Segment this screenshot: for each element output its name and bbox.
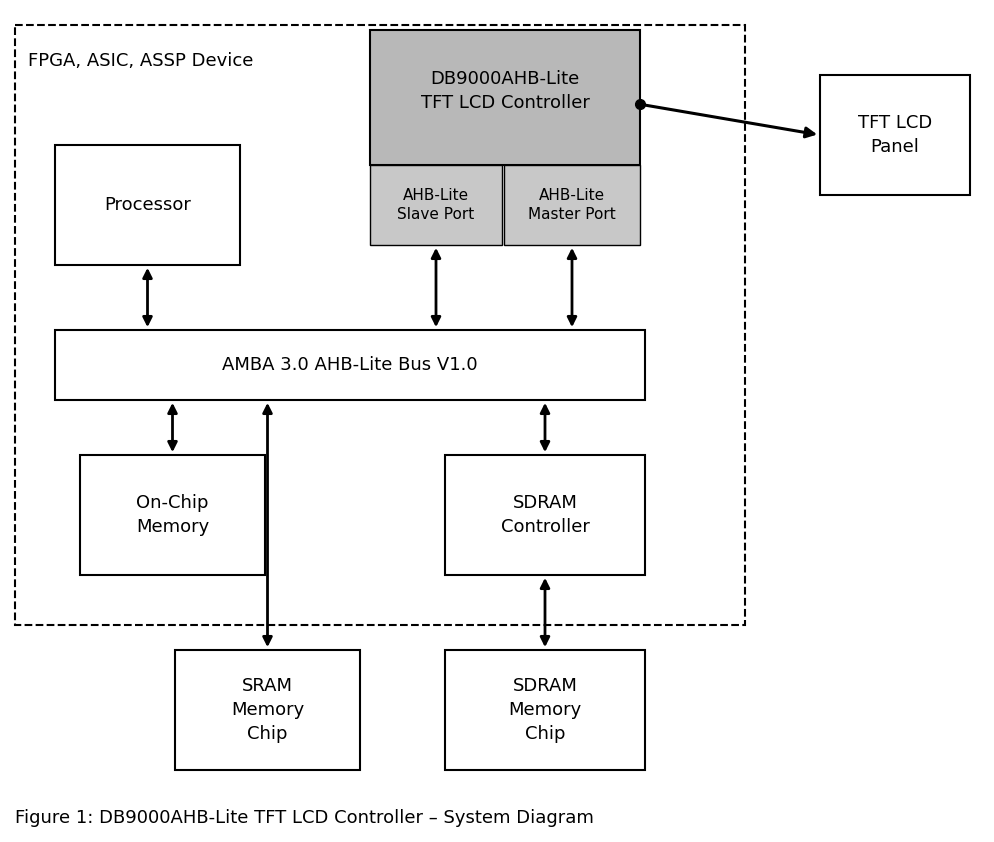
Text: AHB-Lite
Master Port: AHB-Lite Master Port [528,188,616,222]
Bar [370,165,502,245]
Text: On-Chip
Memory: On-Chip Memory [136,494,209,536]
Text: Figure 1: DB9000AHB-Lite TFT LCD Controller – System Diagram: Figure 1: DB9000AHB-Lite TFT LCD Control… [15,809,593,827]
Bar [445,455,645,575]
Bar [445,650,645,770]
Text: Processor: Processor [104,196,191,214]
Bar [175,650,360,770]
Bar [370,30,640,165]
Text: AHB-Lite
Slave Port: AHB-Lite Slave Port [398,188,474,222]
Bar [820,75,970,195]
Bar [15,25,745,625]
Text: SRAM
Memory
Chip: SRAM Memory Chip [231,678,304,743]
Text: AMBA 3.0 AHB-Lite Bus V1.0: AMBA 3.0 AHB-Lite Bus V1.0 [223,356,478,374]
Text: TFT LCD
Panel: TFT LCD Panel [858,115,932,156]
Bar [55,330,645,400]
Bar [504,165,640,245]
Bar [80,455,265,575]
Text: SDRAM
Memory
Chip: SDRAM Memory Chip [508,678,581,743]
Bar [55,145,240,265]
Text: SDRAM
Controller: SDRAM Controller [501,494,589,536]
Text: DB9000AHB-Lite
TFT LCD Controller: DB9000AHB-Lite TFT LCD Controller [420,70,589,111]
Text: FPGA, ASIC, ASSP Device: FPGA, ASIC, ASSP Device [28,52,253,70]
